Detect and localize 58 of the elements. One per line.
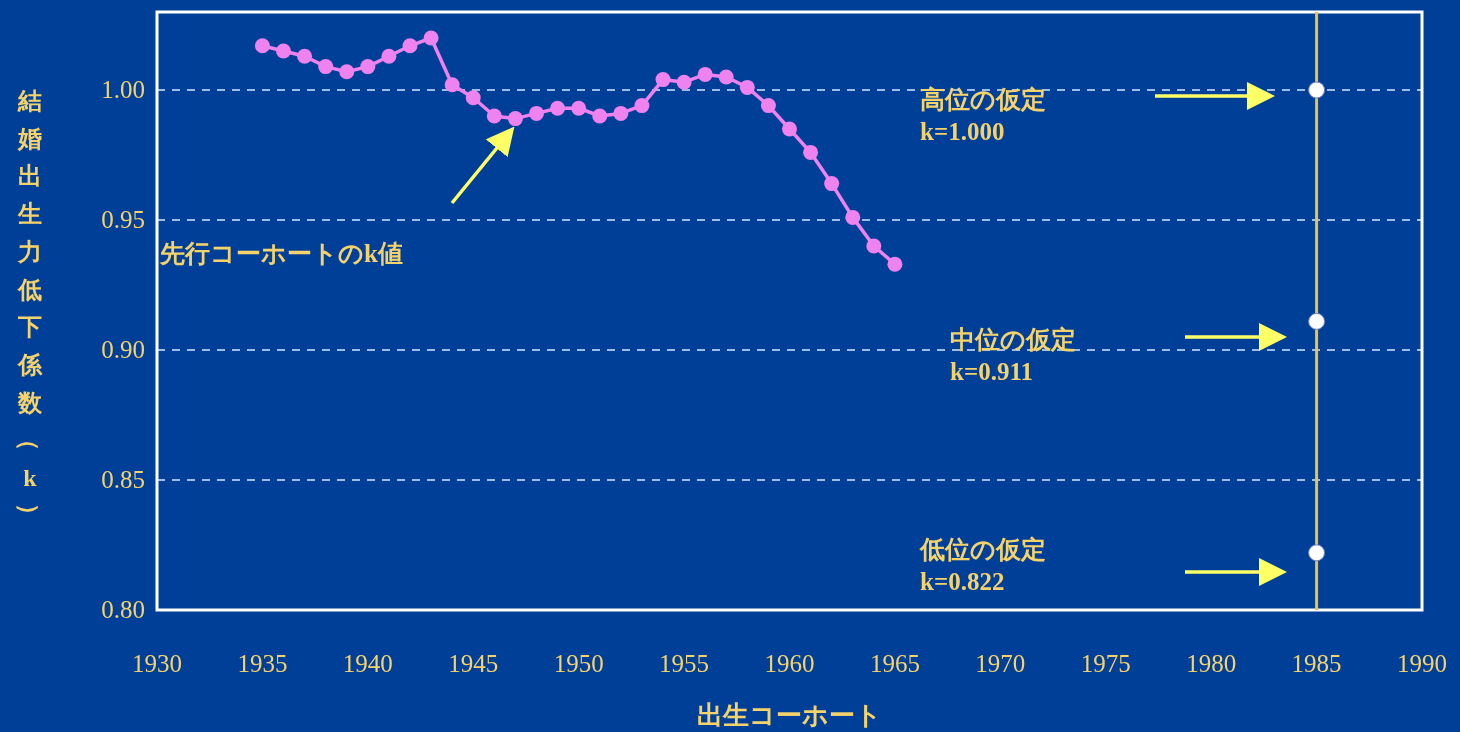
y-axis-title: 結婚出生力低下係数（k） xyxy=(16,88,42,527)
point xyxy=(845,209,861,225)
x-axis-title: 出生コーホート xyxy=(697,701,882,730)
point xyxy=(507,111,523,127)
x-tick-label: 1935 xyxy=(237,650,288,677)
y-tick-label: 0.90 xyxy=(101,336,145,363)
point xyxy=(782,121,797,137)
point xyxy=(1308,81,1326,99)
point xyxy=(297,48,313,64)
point xyxy=(444,77,460,93)
point xyxy=(613,105,629,121)
x-tick-label: 1985 xyxy=(1291,650,1342,677)
point xyxy=(486,108,502,124)
point xyxy=(276,43,291,59)
x-tick-label: 1945 xyxy=(448,650,499,677)
point xyxy=(760,98,776,114)
point xyxy=(634,98,650,114)
annotation: 高位の仮定 k=1.000 xyxy=(920,86,1046,145)
point xyxy=(887,256,903,272)
y-tick-label: 0.85 xyxy=(101,466,145,493)
point xyxy=(465,90,481,106)
x-tick-label: 1975 xyxy=(1080,650,1131,677)
point xyxy=(739,79,755,95)
point xyxy=(718,69,734,85)
annotation: 低位の仮定 k=0.822 xyxy=(919,536,1046,595)
point xyxy=(697,66,713,82)
point xyxy=(402,38,418,54)
point xyxy=(381,48,397,64)
point xyxy=(1308,312,1326,330)
y-tick-label: 0.80 xyxy=(101,596,145,623)
annotation: 先行コーホートのk値 xyxy=(159,240,403,267)
point xyxy=(824,176,840,192)
point xyxy=(423,30,439,46)
x-tick-label: 1965 xyxy=(869,650,920,677)
point xyxy=(318,59,334,75)
point xyxy=(592,108,608,124)
point xyxy=(866,238,882,254)
y-tick-label: 0.95 xyxy=(101,206,145,233)
point xyxy=(1308,544,1326,562)
x-tick-label: 1980 xyxy=(1186,650,1237,677)
x-tick-label: 1960 xyxy=(764,650,815,677)
x-tick-label: 1930 xyxy=(132,650,182,677)
point xyxy=(529,105,544,121)
x-tick-label: 1940 xyxy=(342,650,393,677)
x-tick-label: 1970 xyxy=(975,650,1026,677)
y-tick-label: 1.00 xyxy=(101,76,145,103)
point xyxy=(339,64,355,80)
x-tick-label: 1990 xyxy=(1397,650,1447,677)
point xyxy=(655,72,671,88)
point xyxy=(803,144,819,160)
point xyxy=(676,74,692,90)
x-tick-label: 1955 xyxy=(659,650,710,677)
x-tick-label: 1950 xyxy=(553,650,604,677)
point xyxy=(550,100,566,116)
point xyxy=(360,59,376,75)
annotation: 中位の仮定 k=0.911 xyxy=(950,326,1076,385)
point xyxy=(254,38,270,54)
point xyxy=(571,100,587,116)
